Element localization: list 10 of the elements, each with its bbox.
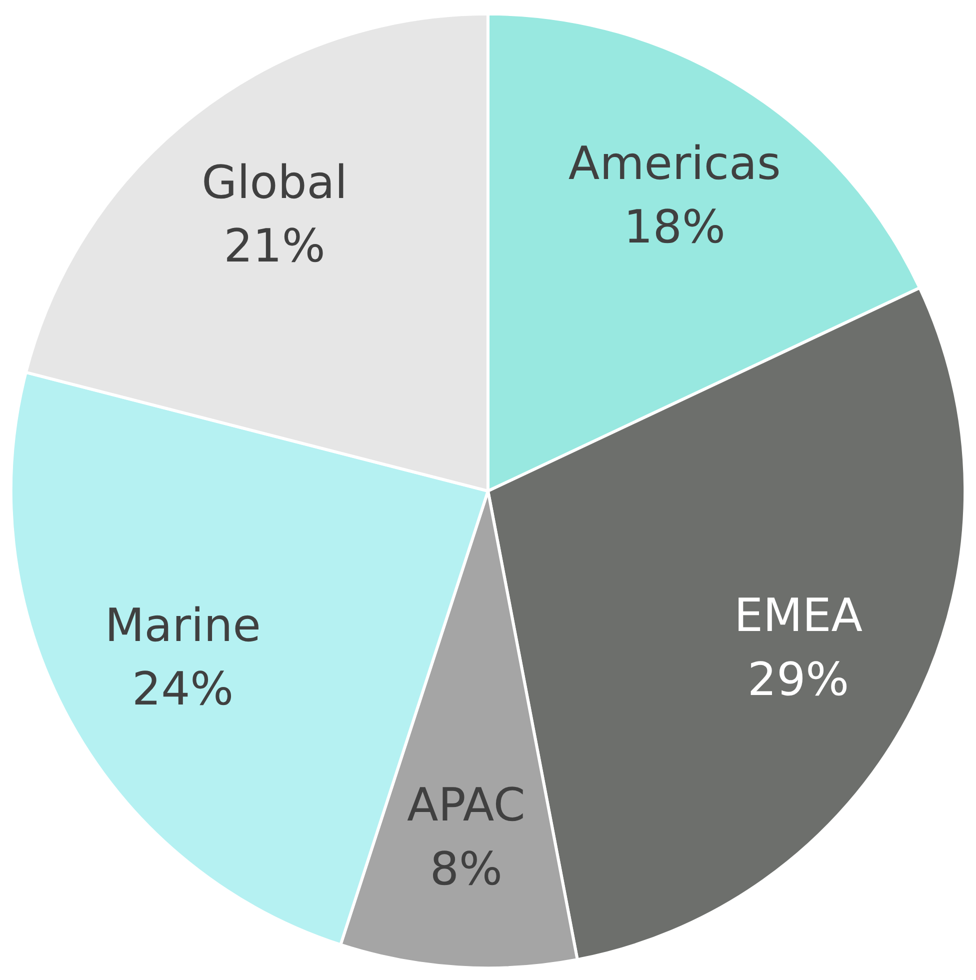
data-label: 29%: [748, 652, 850, 706]
data-label: 18%: [624, 200, 726, 254]
data-label: 21%: [224, 220, 326, 273]
data-label: 24%: [132, 662, 234, 716]
slice-label: APAC: [406, 778, 526, 832]
slice-label: Global: [202, 156, 348, 209]
slice-label: Americas: [568, 137, 781, 190]
slice-label: Marine: [104, 598, 261, 652]
slice-label: EMEA: [734, 589, 863, 642]
data-label: 8%: [430, 842, 502, 896]
